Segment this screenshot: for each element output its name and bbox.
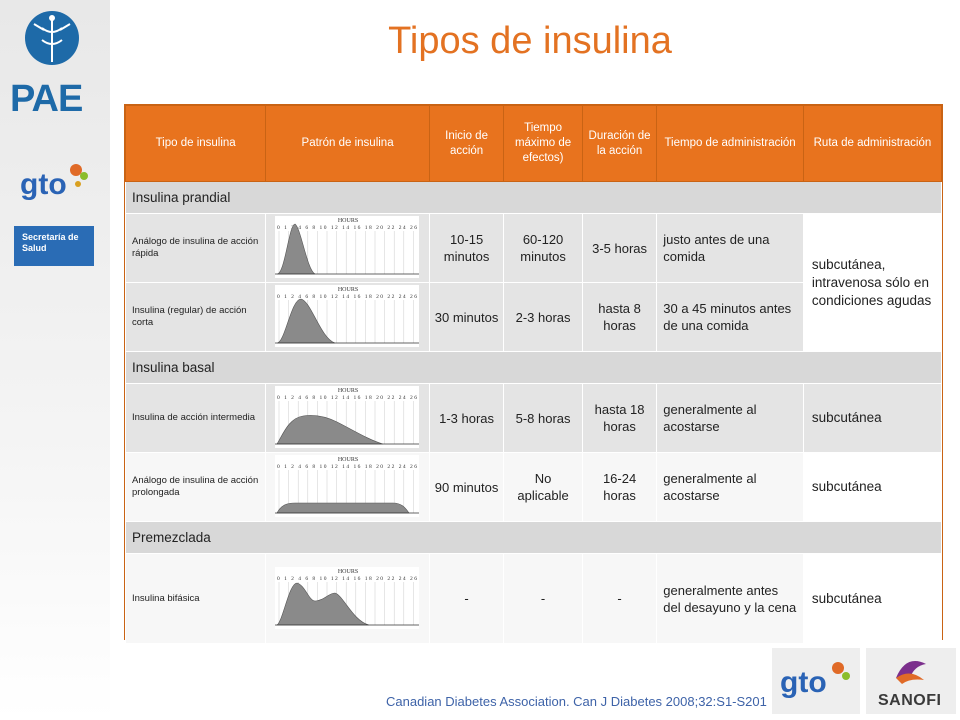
graph-axis-label: HOURS bbox=[337, 287, 357, 293]
slide-title: Tipos de insulina bbox=[388, 20, 672, 62]
header-cell: Duración de la acción bbox=[581, 105, 658, 182]
graph-axis-label: HOURS bbox=[337, 569, 357, 575]
insulin-action-curve bbox=[276, 415, 383, 445]
header-cell: Tiempo de administración bbox=[656, 105, 804, 182]
duration-cell: 3-5 horas bbox=[581, 213, 658, 283]
route-cell: subcutánea bbox=[802, 452, 943, 522]
route-cell: subcutánea bbox=[802, 383, 943, 453]
header-cell: Inicio de acción bbox=[428, 105, 505, 182]
header-cell: Patrón de insulina bbox=[265, 105, 430, 182]
onset-cell: 30 minutos bbox=[428, 282, 505, 352]
peak-cell: No aplicable bbox=[503, 452, 583, 522]
graph-tick-labels: 0 1 2 4 6 8 10 12 14 16 18 20 22 24 26 bbox=[277, 225, 417, 231]
graph-tick-labels: 0 1 2 4 6 8 10 12 14 16 18 20 22 24 26 bbox=[277, 464, 417, 470]
header-cell: Ruta de administración bbox=[802, 105, 943, 182]
header-cell: Tiempo máximo de efectos) bbox=[503, 105, 583, 182]
section-row: Premezclada bbox=[125, 521, 942, 554]
section-row: Insulina basal bbox=[125, 351, 942, 384]
sidebar: PAE gto Secretaría de Salud bbox=[0, 0, 110, 720]
graph-tick-labels: 0 1 2 4 6 8 10 12 14 16 18 20 22 24 26 bbox=[277, 395, 417, 401]
insulin-type-cell: Análogo de insulina de acción prolongada bbox=[124, 452, 267, 522]
onset-cell: 10-15 minutos bbox=[428, 213, 505, 283]
duration-cell: 16-24 horas bbox=[581, 452, 658, 522]
duration-cell: hasta 18 horas bbox=[581, 383, 658, 453]
table-row: Análogo de insulina de acción rápida HOU… bbox=[124, 213, 943, 352]
insulin-action-curve bbox=[276, 223, 315, 275]
onset-cell: 90 minutos bbox=[428, 452, 505, 522]
gto-logo-bottom-icon: gto bbox=[772, 648, 860, 714]
table-header-row: Tipo de insulina Patrón de insulina Inic… bbox=[124, 105, 943, 182]
peak-cell: - bbox=[503, 553, 583, 644]
section-label-premixed: Premezclada bbox=[125, 521, 942, 554]
section-label-basal: Insulina basal bbox=[125, 351, 942, 384]
graph-axis-label: HOURS bbox=[337, 218, 357, 224]
sanofi-logo-text: SANOFI bbox=[878, 692, 942, 709]
insulin-table: Tipo de insulina Patrón de insulina Inic… bbox=[124, 104, 943, 644]
table-row: Análogo de insulina de acción prolongada… bbox=[124, 452, 943, 522]
graph-axis-label: HOURS bbox=[337, 388, 357, 394]
onset-cell: 1-3 horas bbox=[428, 383, 505, 453]
timing-cell: generalmente al acostarse bbox=[656, 452, 804, 522]
duration-cell: - bbox=[581, 553, 658, 644]
insulin-type-cell: Insulina bifásica bbox=[124, 553, 267, 644]
timing-cell: 30 a 45 minutos antes de una comida bbox=[656, 282, 804, 352]
table-row: Insulina (regular) de acción corta HOURS… bbox=[124, 282, 942, 352]
sanofi-bird-icon bbox=[866, 648, 956, 714]
graph-tick-labels: 0 1 2 4 6 8 10 12 14 16 18 20 22 24 26 bbox=[277, 576, 417, 582]
insulin-action-curve bbox=[275, 582, 369, 625]
route-cell: subcutánea, intravenosa sólo en condicio… bbox=[802, 213, 943, 352]
caduceus-emblem-icon bbox=[25, 11, 79, 65]
graph-tick-labels: 0 1 2 4 6 8 10 12 14 16 18 20 22 24 26 bbox=[277, 294, 417, 300]
secretaria-de-salud-logo: Secretaría de Salud bbox=[14, 226, 94, 266]
timing-cell: generalmente al acostarse bbox=[656, 383, 804, 453]
timing-cell: generalmente antes del desayuno y la cen… bbox=[656, 553, 804, 644]
sanofi-logo: SANOFI bbox=[866, 648, 956, 714]
section-label-prandial: Insulina prandial bbox=[125, 181, 942, 214]
section-row: Insulina prandial bbox=[125, 181, 942, 214]
peak-cell: 2-3 horas bbox=[503, 282, 583, 352]
timing-cell: justo antes de una comida bbox=[656, 213, 804, 283]
graph-axis-label: HOURS bbox=[337, 457, 357, 463]
table-row: Insulina bifásica HOURS 0 1 2 4 6 8 10 12… bbox=[124, 553, 943, 644]
onset-cell: - bbox=[428, 553, 505, 644]
insulin-type-cell: Insulina (regular) de acción corta bbox=[124, 282, 267, 352]
insulin-type-cell: Análogo de insulina de acción rápida bbox=[124, 213, 267, 283]
insulin-type-cell: Insulina de acción intermedia bbox=[124, 383, 267, 453]
table-row: Insulina de acción intermedia HOURS 0 1 2… bbox=[124, 383, 943, 453]
svg-text:gto: gto bbox=[780, 666, 827, 699]
header-cell: Tipo de insulina bbox=[124, 105, 267, 182]
svg-text:gto: gto bbox=[20, 168, 67, 201]
insulin-action-curve bbox=[276, 298, 335, 344]
citation-text: Canadian Diabetes Association. Can J Dia… bbox=[386, 694, 767, 709]
peak-cell: 5-8 horas bbox=[503, 383, 583, 453]
pae-logo-text: PAE bbox=[10, 78, 83, 120]
route-cell: subcutánea bbox=[802, 553, 943, 644]
insulin-action-curve bbox=[276, 502, 410, 514]
gto-logo-icon: gto bbox=[20, 164, 88, 201]
peak-cell: 60-120 minutos bbox=[503, 213, 583, 283]
duration-cell: hasta 8 horas bbox=[581, 282, 658, 352]
